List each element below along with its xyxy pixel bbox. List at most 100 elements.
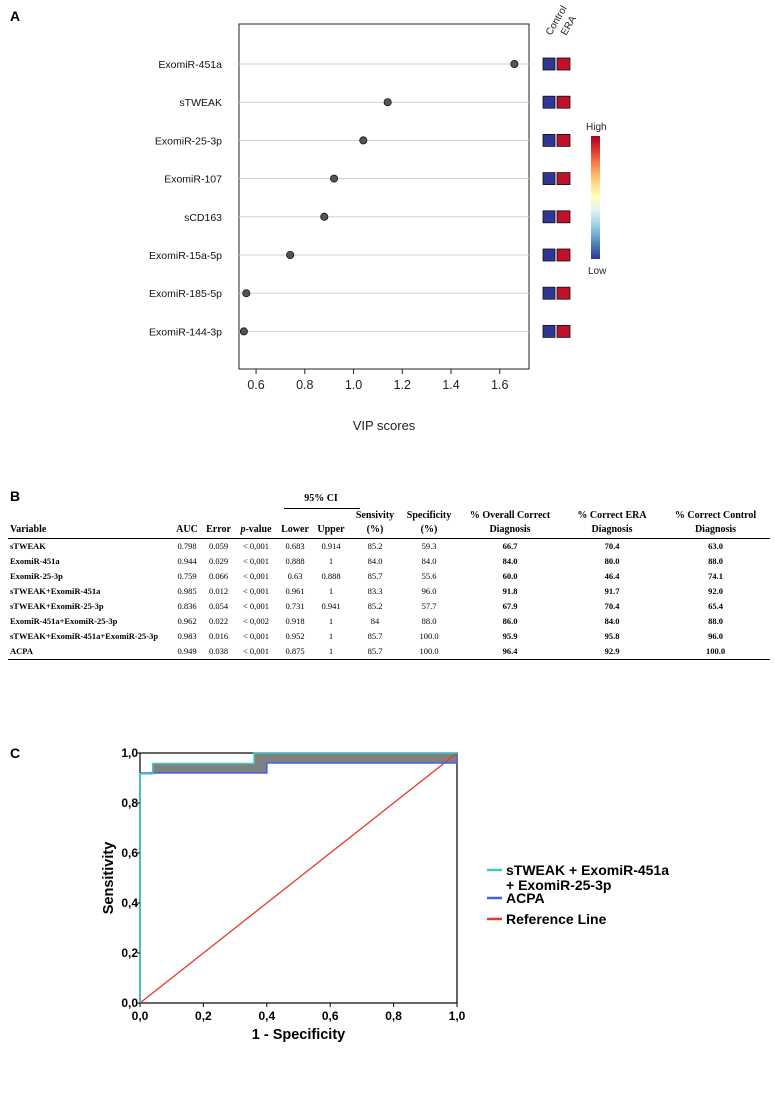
vip-x-tick-label: 1.4 [442, 378, 459, 392]
cell-p: < 0,001 [235, 644, 277, 660]
header-lower: Lower [277, 509, 313, 539]
cell-era: 46.4 [604, 571, 620, 581]
cell-lower: 0.888 [285, 556, 305, 566]
legend-label-acpa: ACPA [506, 890, 545, 906]
heatmap-cell-era [556, 248, 571, 262]
table-row: ExomiR-451a 0.944 0.029 < 0,001 0.888 1 84.0 84… [8, 554, 770, 569]
roc-x-axis-title: 1 - Specificity [252, 1027, 345, 1043]
cell-spec: 59.3 [421, 541, 437, 551]
roc-x-tick-label: 0,2 [195, 1009, 212, 1023]
vip-x-tick-label: 1.6 [491, 378, 508, 392]
header-sensivity: Sensivity (%) [349, 509, 401, 539]
colorbar-high-label: High [586, 122, 607, 133]
heatmap-cell-control [542, 172, 556, 186]
colorbar-low-label: Low [588, 266, 607, 277]
roc-x-tick-label: 0,4 [258, 1009, 275, 1023]
colorbar [591, 136, 600, 259]
table-row: sTWEAK+ExomiR-451a+ExomiR-25-3p 0.983 0.01… [8, 629, 770, 644]
cell-error: 0.016 [208, 631, 229, 641]
vip-score-chart: ExomiR-451a sTWEAK ExomiR-25-3p ExomiR-107 s… [149, 4, 607, 433]
table-row: ExomiR-25-3p 0.759 0.066 < 0,001 0.63 0.888 85… [8, 569, 770, 584]
heatmap-cell-control [542, 57, 556, 71]
legend-label-combined-line2: + ExomiR-25-3p [506, 877, 611, 893]
vip-x-tick-label: 1.0 [345, 378, 362, 392]
cell-spec: 100.0 [419, 631, 439, 641]
cell-spec: 96.0 [421, 586, 437, 596]
header-error: Error [202, 509, 235, 539]
cell-spec: 55.6 [421, 571, 437, 581]
vip-x-tick-label: 0.6 [247, 378, 264, 392]
header-overall-correct: % Overall Correct Diagnosis [457, 509, 563, 539]
heatmap-cell-era [556, 324, 571, 338]
cell-sens: 84.0 [367, 556, 383, 566]
cell-overall: 67.9 [502, 601, 518, 611]
vip-category-label: sCD163 [184, 212, 222, 224]
vip-score-point [239, 327, 248, 336]
cell-error: 0.029 [208, 556, 229, 566]
cell-variable: sTWEAK+ExomiR-451a+ExomiR-25-3p [10, 631, 159, 641]
roc-x-tick-label: 0,0 [132, 1009, 149, 1023]
vip-category-label: ExomiR-15a-5p [149, 250, 222, 262]
vip-category-label: ExomiR-144-3p [149, 326, 222, 338]
cell-auc: 0.798 [177, 541, 197, 551]
cell-sens: 85.7 [367, 571, 383, 581]
cell-variable: sTWEAK+ExomiR-25-3p [10, 601, 104, 611]
cell-spec: 57.7 [421, 601, 437, 611]
cell-auc: 0.962 [177, 616, 197, 626]
cell-lower: 0.875 [277, 644, 313, 660]
cell-auc: 0.836 [177, 601, 197, 611]
cell-p: < 0,002 [242, 616, 270, 626]
cell-control: 65.4 [708, 601, 723, 611]
cell-overall: 66.7 [502, 541, 518, 551]
vip-category-label: ExomiR-185-5p [149, 288, 222, 300]
heatmap-cell-era [556, 210, 571, 224]
cell-lower: 0.683 [285, 541, 305, 551]
vip-category-label: ExomiR-451a [158, 59, 222, 71]
cell-sens: 83.3 [367, 586, 383, 596]
roc-y-tick-label: 0,6 [121, 846, 138, 860]
vip-score-point [383, 98, 392, 107]
legend-label-combined: sTWEAK + ExomiR-451a [506, 862, 669, 878]
cell-spec: 100.0 [401, 644, 457, 660]
cell-auc: 0.944 [177, 556, 197, 566]
cell-error: 0.012 [208, 586, 229, 596]
heatmap-cell-control [542, 248, 556, 262]
heatmap-cell-era [556, 172, 571, 186]
cell-era: 84.0 [604, 616, 620, 626]
header-upper: Upper [313, 509, 349, 539]
cell-era: 70.4 [604, 541, 620, 551]
panel-label-c: C [10, 745, 21, 761]
heatmap-cell-era [556, 57, 571, 71]
table-row: ACPA 0.949 0.038 < 0,001 0.875 1 85.7 100.0 96.4… [8, 644, 770, 660]
vip-plot-frame [238, 23, 530, 370]
cell-era: 95.8 [604, 631, 620, 641]
cell-lower: 0.918 [285, 616, 305, 626]
combined-curve [139, 752, 457, 1003]
cell-overall: 95.9 [502, 631, 518, 641]
roc-y-axis-title: Sensitivity [101, 842, 117, 915]
cell-lower: 0.952 [285, 631, 305, 641]
cell-upper: 0.888 [321, 571, 341, 581]
table-row: ExomiR-451a+ExomiR-25-3p 0.962 0.022 < 0,00… [8, 614, 770, 629]
roc-y-tick-label: 0,4 [121, 896, 138, 910]
cell-p: < 0,001 [242, 601, 270, 611]
cell-auc: 0.985 [177, 586, 197, 596]
cell-sens: 85.7 [349, 644, 401, 660]
table-header-row: Variable AUC Error p-value Lower Upper S… [8, 509, 770, 539]
heatmap-cell-control [542, 95, 556, 109]
cell-spec: 84.0 [421, 556, 437, 566]
cell-lower: 0.961 [285, 586, 305, 596]
cell-variable: ACPA [8, 644, 172, 660]
header-variable: Variable [8, 509, 172, 539]
cell-control: 74.1 [708, 571, 723, 581]
heatmap-cell-control [542, 133, 556, 147]
heatmap-cell-era [556, 133, 571, 147]
vip-category-label: sTWEAK [179, 97, 222, 109]
cell-lower: 0.731 [285, 601, 305, 611]
cell-spec: 88.0 [421, 616, 437, 626]
vip-category-label: ExomiR-107 [164, 174, 222, 186]
cell-sens: 85.7 [367, 631, 383, 641]
cell-control: 96.0 [708, 631, 723, 641]
cell-upper: 1 [328, 586, 334, 596]
heatmap-cell-control [542, 210, 556, 224]
